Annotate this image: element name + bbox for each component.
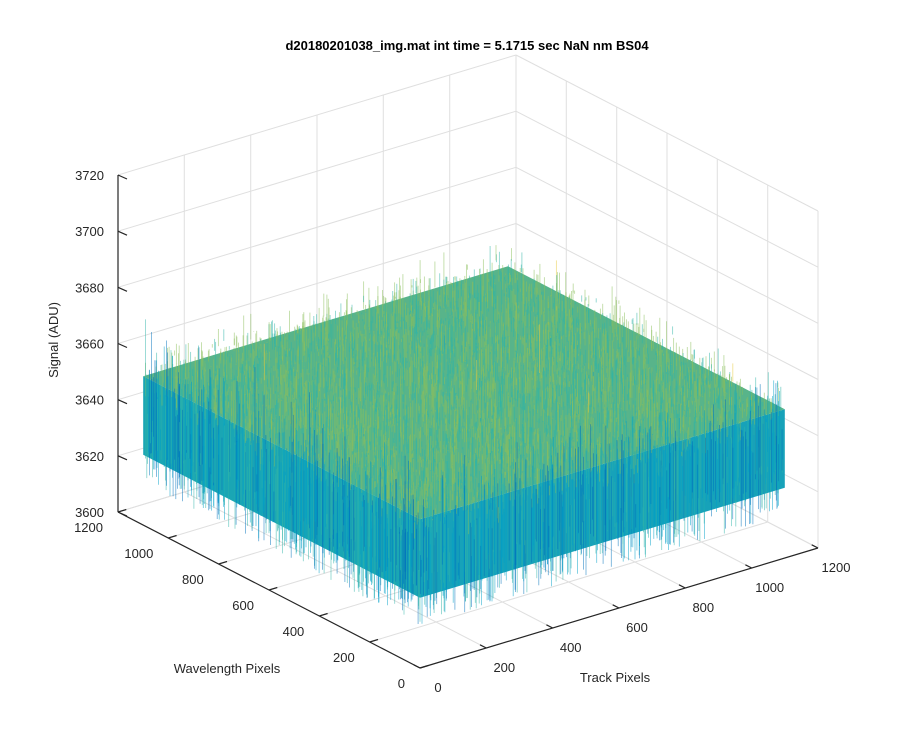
gridline-z-right-wall [515, 110, 819, 268]
gridline-z-left-wall [117, 166, 517, 288]
surface-layer [143, 245, 785, 624]
gridline-z-left-wall [117, 223, 517, 344]
chart-title: d20180201038_img.mat int time = 5.1715 s… [285, 38, 649, 53]
gridline-z-left-wall [117, 110, 517, 232]
gridline-z-right-wall [515, 166, 819, 324]
gridline-z-left-wall [117, 54, 517, 176]
gridline-z-right-wall [515, 54, 819, 212]
gridline-z-right-wall [515, 223, 819, 380]
gridline-y-floor [369, 521, 768, 643]
